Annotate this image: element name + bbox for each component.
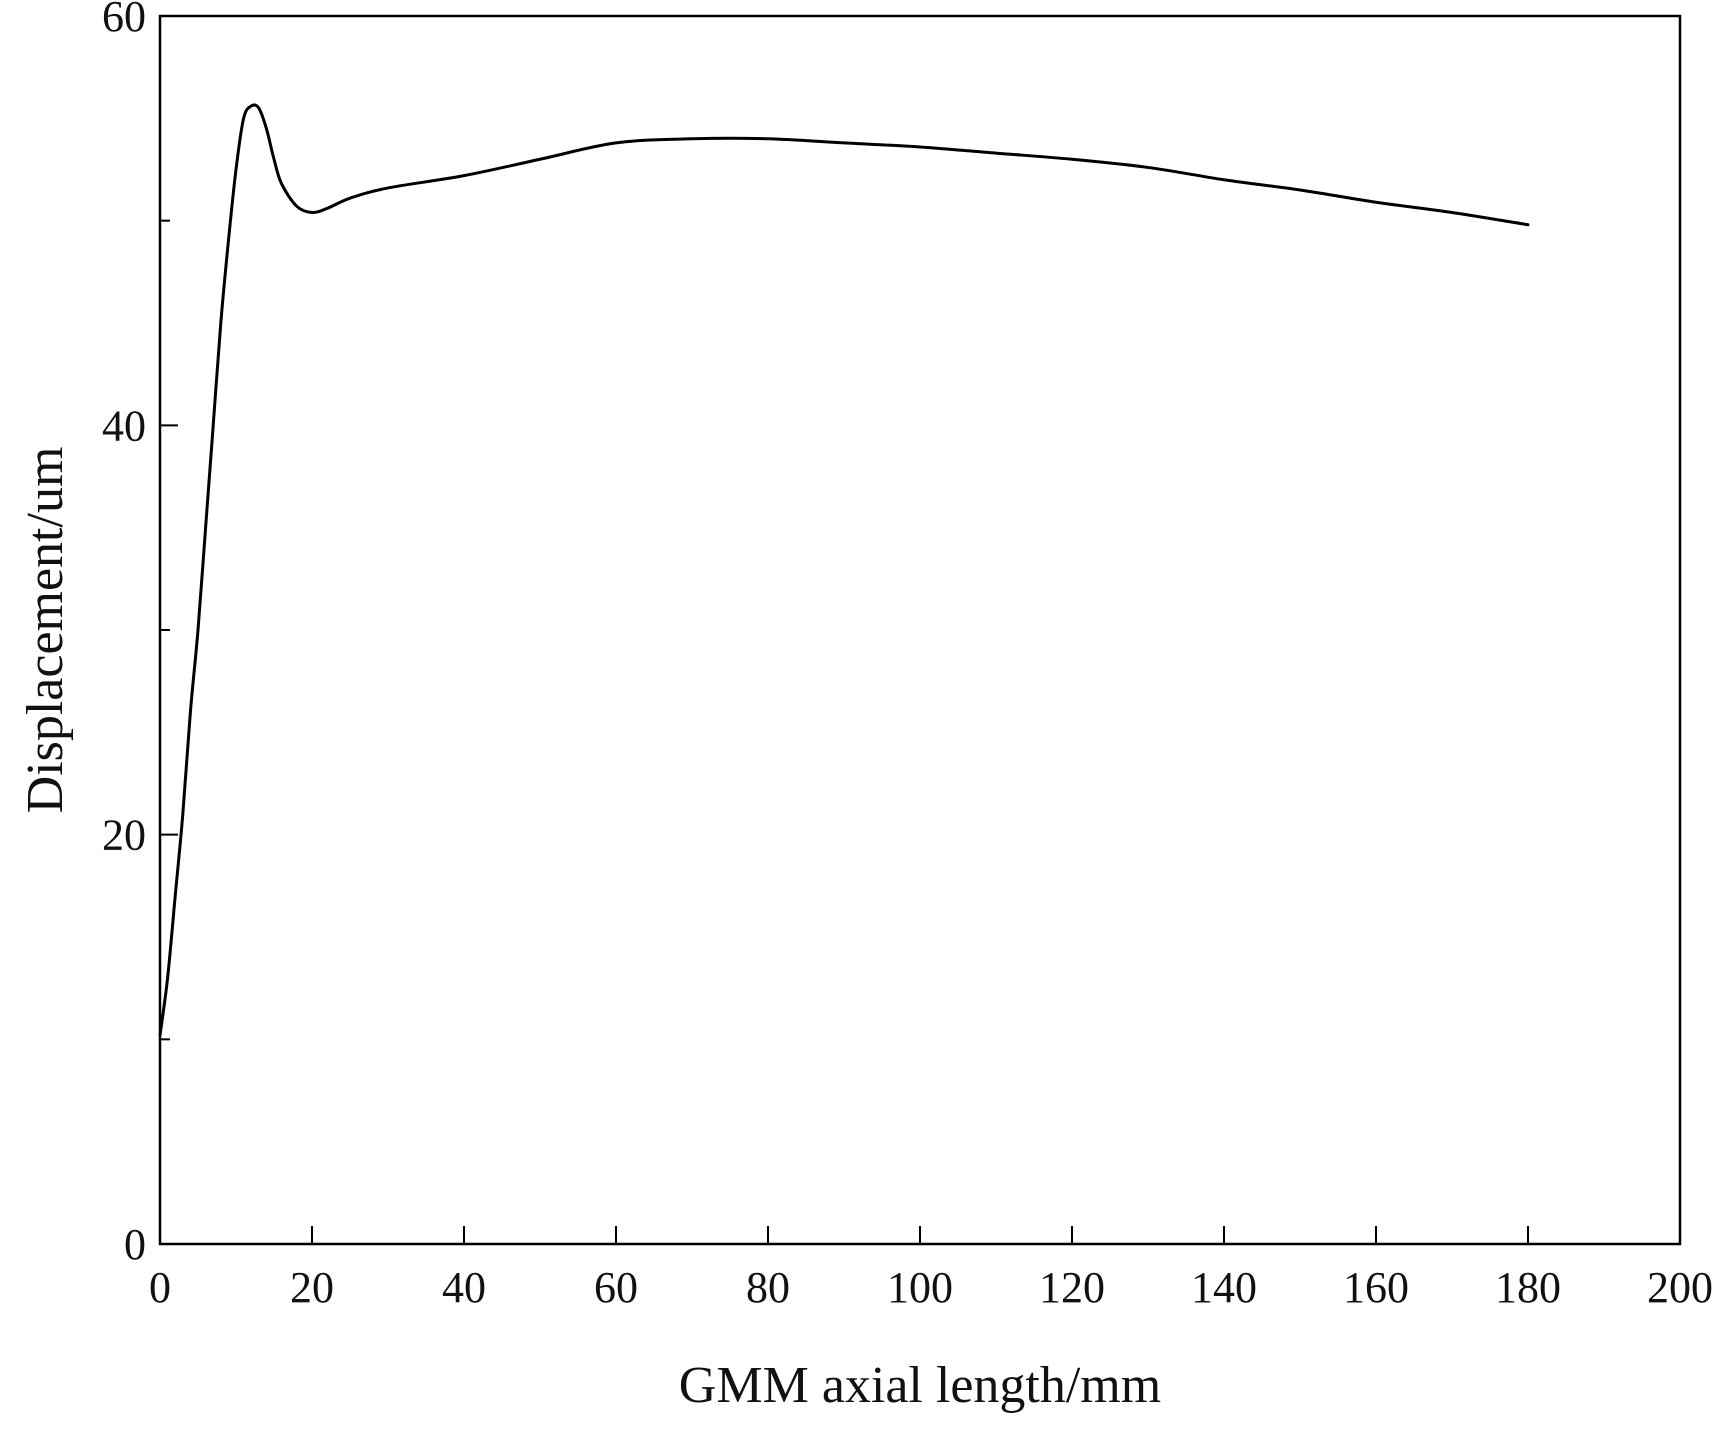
x-tick-label: 60 (594, 1263, 638, 1312)
x-tick-label: 20 (290, 1263, 334, 1312)
series-line (158, 103, 1530, 1037)
x-tick-label: 0 (149, 1263, 171, 1312)
x-tick-label: 160 (1343, 1263, 1409, 1312)
x-tick-label: 120 (1039, 1263, 1105, 1312)
x-tick-label: 140 (1191, 1263, 1257, 1312)
y-tick-label: 60 (102, 0, 146, 41)
x-tick-label: 40 (442, 1263, 486, 1312)
plot-frame (158, 14, 1682, 1246)
y-tick-label: 40 (102, 401, 146, 450)
x-axis-label: GMM axial length/mm (679, 1357, 1161, 1414)
x-tick-label: 180 (1495, 1263, 1561, 1312)
y-axis-ticks: 0 20 40 60 (102, 0, 178, 1269)
y-tick-label: 20 (102, 811, 146, 860)
x-tick-label: 200 (1647, 1263, 1713, 1312)
y-axis-label: Displacement/um (17, 447, 74, 814)
x-axis-ticks: 0 20 40 60 80 100 120 140 160 180 200 (149, 1226, 1713, 1312)
x-tick-label: 100 (887, 1263, 953, 1312)
x-tick-label: 80 (746, 1263, 790, 1312)
y-tick-label: 0 (124, 1220, 146, 1269)
